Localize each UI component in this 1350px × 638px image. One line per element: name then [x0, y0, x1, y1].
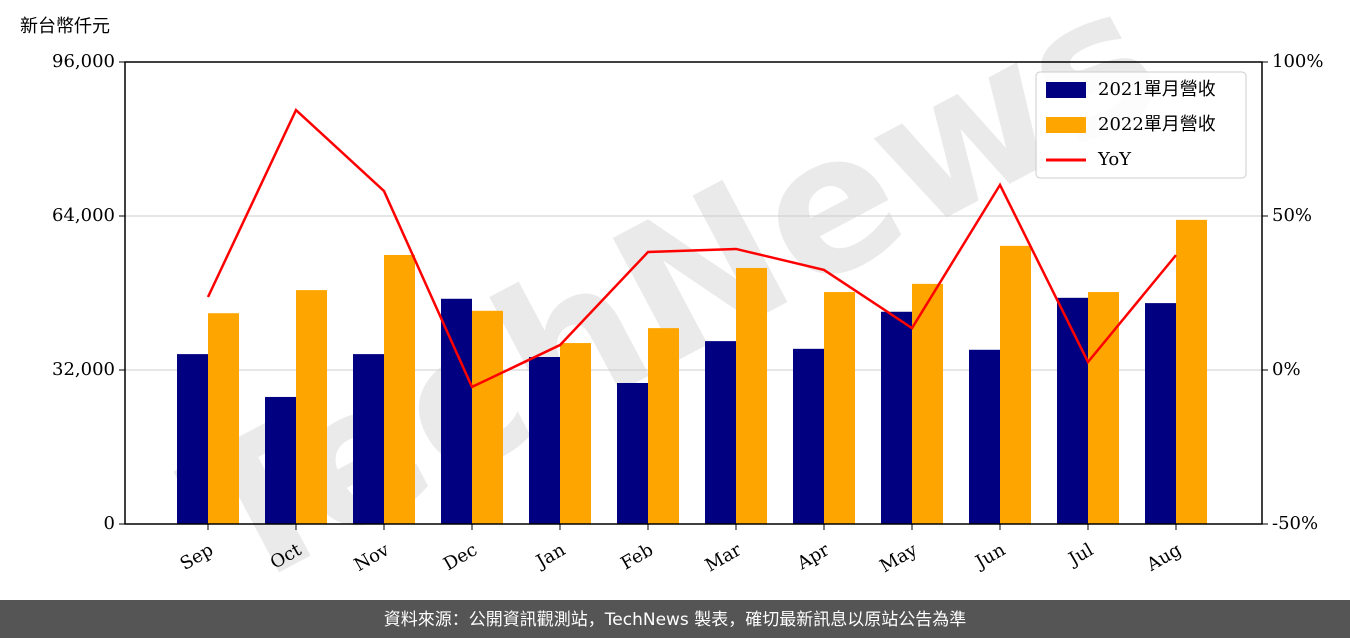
y2-tick-label: -50% [1272, 513, 1318, 534]
y2-tick-label: 50% [1272, 205, 1312, 226]
bar [736, 267, 767, 524]
bar [1000, 245, 1031, 524]
bar [969, 349, 1000, 524]
x-tick-label: Jan [531, 539, 569, 573]
bar [705, 341, 736, 524]
y2-tick-label: 0% [1272, 359, 1301, 380]
x-tick-label: Jun [970, 539, 1009, 574]
bar [648, 328, 679, 524]
x-tick-label-group: Aug [1142, 539, 1185, 576]
x-tick-label: Mar [702, 539, 746, 576]
bar [529, 357, 560, 524]
bar [1176, 219, 1207, 524]
bar [793, 348, 824, 524]
bar [617, 382, 648, 524]
bar [265, 396, 296, 524]
x-tick-label: Feb [617, 539, 657, 574]
legend-label: 2022單月營收 [1098, 114, 1216, 135]
y-tick-label: 0 [104, 513, 115, 534]
x-tick-label-group: Jul [1063, 539, 1097, 571]
bar [441, 298, 472, 524]
bar [353, 354, 384, 524]
bar [177, 354, 208, 524]
bar [881, 311, 912, 524]
y-tick-label: 96,000 [52, 51, 115, 72]
legend-swatch [1046, 82, 1086, 98]
footer-text: 資料來源：公開資訊觀測站，TechNews 製表，確切最新訊息以原站公告為準 [384, 610, 966, 630]
x-tick-label: Apr [793, 539, 833, 574]
x-tick-label-group: Apr [793, 539, 833, 574]
x-tick-label-group: Feb [617, 539, 657, 574]
bar [1088, 292, 1119, 524]
x-tick-label-group: Jan [531, 539, 569, 573]
x-tick-label: Aug [1142, 539, 1185, 576]
legend-label: 2021單月營收 [1098, 79, 1216, 100]
y-tick-label: 32,000 [52, 359, 115, 380]
bar [384, 254, 415, 524]
x-tick-label-group: Mar [702, 539, 746, 576]
bar [912, 283, 943, 524]
y2-tick-label: 100% [1272, 51, 1323, 72]
footer-bar [0, 600, 1350, 638]
x-tick-label-group: May [876, 539, 921, 577]
bar [296, 290, 327, 524]
x-tick-label: Dec [440, 539, 481, 575]
x-tick-label-group: Dec [440, 539, 481, 575]
y-tick-label: 64,000 [52, 205, 115, 226]
x-tick-label: May [876, 539, 921, 577]
yoy-line [206, 107, 1177, 389]
legend-box [1035, 71, 1247, 179]
legend-swatch [1046, 117, 1086, 133]
bar [1145, 303, 1176, 524]
bar [208, 313, 239, 524]
bar [824, 292, 855, 524]
legend-label: YoY [1097, 149, 1132, 170]
x-tick-label: Jul [1063, 539, 1097, 571]
bar [1057, 297, 1088, 524]
x-tick-label-group: Jun [970, 539, 1009, 574]
bar [560, 343, 591, 524]
y-axis-label: 新台幣仟元 [20, 16, 110, 37]
plot-frame [124, 61, 1263, 525]
bar [472, 310, 503, 524]
